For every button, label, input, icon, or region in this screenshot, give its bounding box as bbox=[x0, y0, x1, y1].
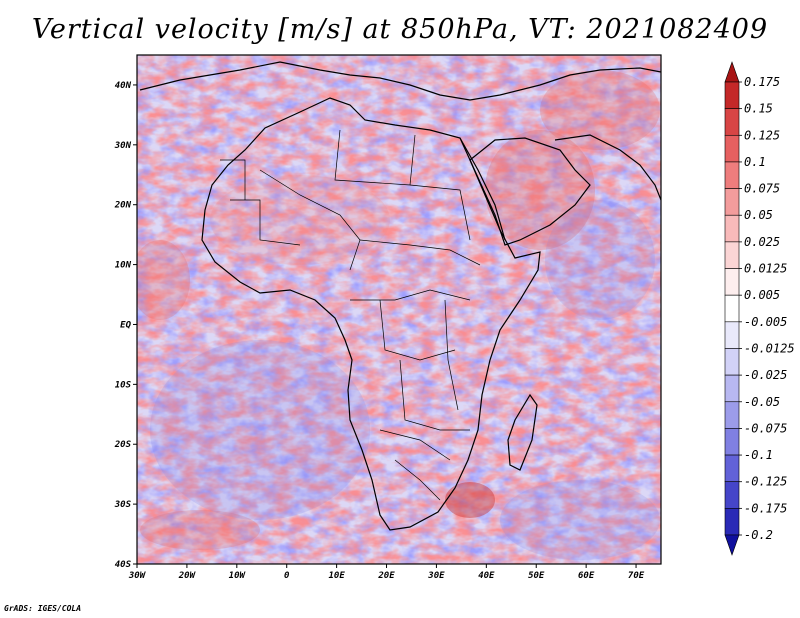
latitude-axis: 40N 30N 20N 10N EQ 10S 20S 30S 40S bbox=[114, 81, 137, 570]
colorbar-label: 0.025 bbox=[744, 235, 780, 249]
colorbar-segment bbox=[724, 214, 740, 243]
colorbar-segment bbox=[724, 374, 740, 403]
colorbar-label: -0.025 bbox=[744, 368, 787, 382]
lat-tick-label: 40S bbox=[115, 560, 132, 570]
colorbar-bottom-arrow bbox=[724, 534, 740, 556]
colorbar-segment bbox=[724, 81, 740, 109]
lat-tick-label: 20N bbox=[114, 201, 132, 211]
colorbar-label: 0.0125 bbox=[744, 262, 787, 276]
colorbar: 0.175 0.15 0.125 0.1 0.075 0.05 0.025 0.0125 0.0… bbox=[724, 61, 795, 556]
grads-credit: GrADS: IGES/COLA bbox=[4, 604, 82, 613]
colorbar-label: -0.1 bbox=[744, 448, 773, 462]
colorbar-segment bbox=[724, 188, 740, 216]
colorbar-label: 0.05 bbox=[744, 208, 773, 222]
colorbar-label: 0.175 bbox=[744, 75, 780, 89]
lat-tick-label: 30N bbox=[114, 141, 132, 151]
colorbar-label: 0.1 bbox=[744, 155, 766, 169]
mediterranean-north bbox=[139, 61, 661, 101]
madagascar-coastline bbox=[507, 393, 538, 471]
colorbar-segment bbox=[724, 321, 740, 349]
lat-tick-label: 10S bbox=[115, 380, 132, 390]
coastlines bbox=[139, 61, 661, 531]
colorbar-segment bbox=[724, 348, 740, 376]
lon-tick-label: 20E bbox=[377, 571, 395, 581]
colorbar-label: 0.15 bbox=[744, 102, 773, 116]
red-sea-inner bbox=[459, 137, 506, 241]
colorbar-segment bbox=[724, 428, 740, 456]
colorbar-segment bbox=[724, 294, 740, 323]
colorbar-segment bbox=[724, 508, 740, 536]
colorbar-label: -0.05 bbox=[744, 395, 780, 409]
colorbar-label: -0.075 bbox=[744, 421, 787, 435]
colorbar-label: -0.005 bbox=[744, 315, 787, 329]
colorbar-label: -0.2 bbox=[744, 528, 773, 542]
africa-coastline bbox=[201, 97, 541, 531]
lat-tick-label: EQ bbox=[120, 320, 131, 330]
colorbar-segment bbox=[724, 401, 740, 429]
lon-tick-label: 30W bbox=[128, 571, 147, 581]
colorbar-label: -0.0125 bbox=[744, 341, 795, 355]
colorbar-segment bbox=[724, 134, 740, 163]
colorbar-top-arrow bbox=[724, 61, 740, 83]
lon-tick-label: 20W bbox=[178, 571, 197, 581]
country-borders bbox=[220, 129, 481, 501]
colorbar-segment bbox=[724, 241, 740, 269]
map-title: Vertical velocity [m/s] at 850hPa, VT: 2… bbox=[31, 14, 769, 45]
colorbar-label: 0.075 bbox=[744, 182, 780, 196]
lon-tick-label: 70E bbox=[628, 571, 645, 581]
colorbar-label: -0.175 bbox=[744, 501, 787, 515]
colorbar-segment bbox=[724, 161, 740, 189]
colorbar-label: 0.125 bbox=[744, 128, 780, 142]
lon-tick-label: 40E bbox=[478, 571, 495, 581]
colorbar-label: 0.005 bbox=[744, 288, 780, 302]
lat-tick-label: 30S bbox=[114, 500, 132, 510]
colorbar-segment bbox=[724, 481, 740, 509]
velocity-field bbox=[137, 55, 661, 564]
lat-tick-label: 40N bbox=[115, 81, 132, 91]
gulf-coast bbox=[554, 134, 661, 201]
map-frame bbox=[136, 54, 662, 565]
lon-tick-label: 10E bbox=[328, 571, 345, 581]
lat-tick-label: 20S bbox=[114, 440, 132, 450]
arabia-coastline bbox=[469, 137, 591, 246]
lon-tick-label: 50E bbox=[528, 571, 545, 581]
colorbar-label: -0.125 bbox=[744, 475, 787, 489]
lon-tick-label: 0 bbox=[284, 571, 290, 581]
lon-tick-label: 60E bbox=[578, 571, 595, 581]
lat-tick-label: 10N bbox=[115, 261, 132, 271]
lon-tick-label: 30E bbox=[427, 571, 445, 581]
colorbar-segment bbox=[724, 108, 740, 136]
colorbar-segment bbox=[724, 268, 740, 296]
colorbar-segment bbox=[724, 454, 740, 483]
lon-tick-label: 10W bbox=[229, 571, 247, 581]
longitude-axis: 30W 20W 10W 0 10E 20E 30E 40E 50E 60E 70E bbox=[128, 564, 645, 581]
